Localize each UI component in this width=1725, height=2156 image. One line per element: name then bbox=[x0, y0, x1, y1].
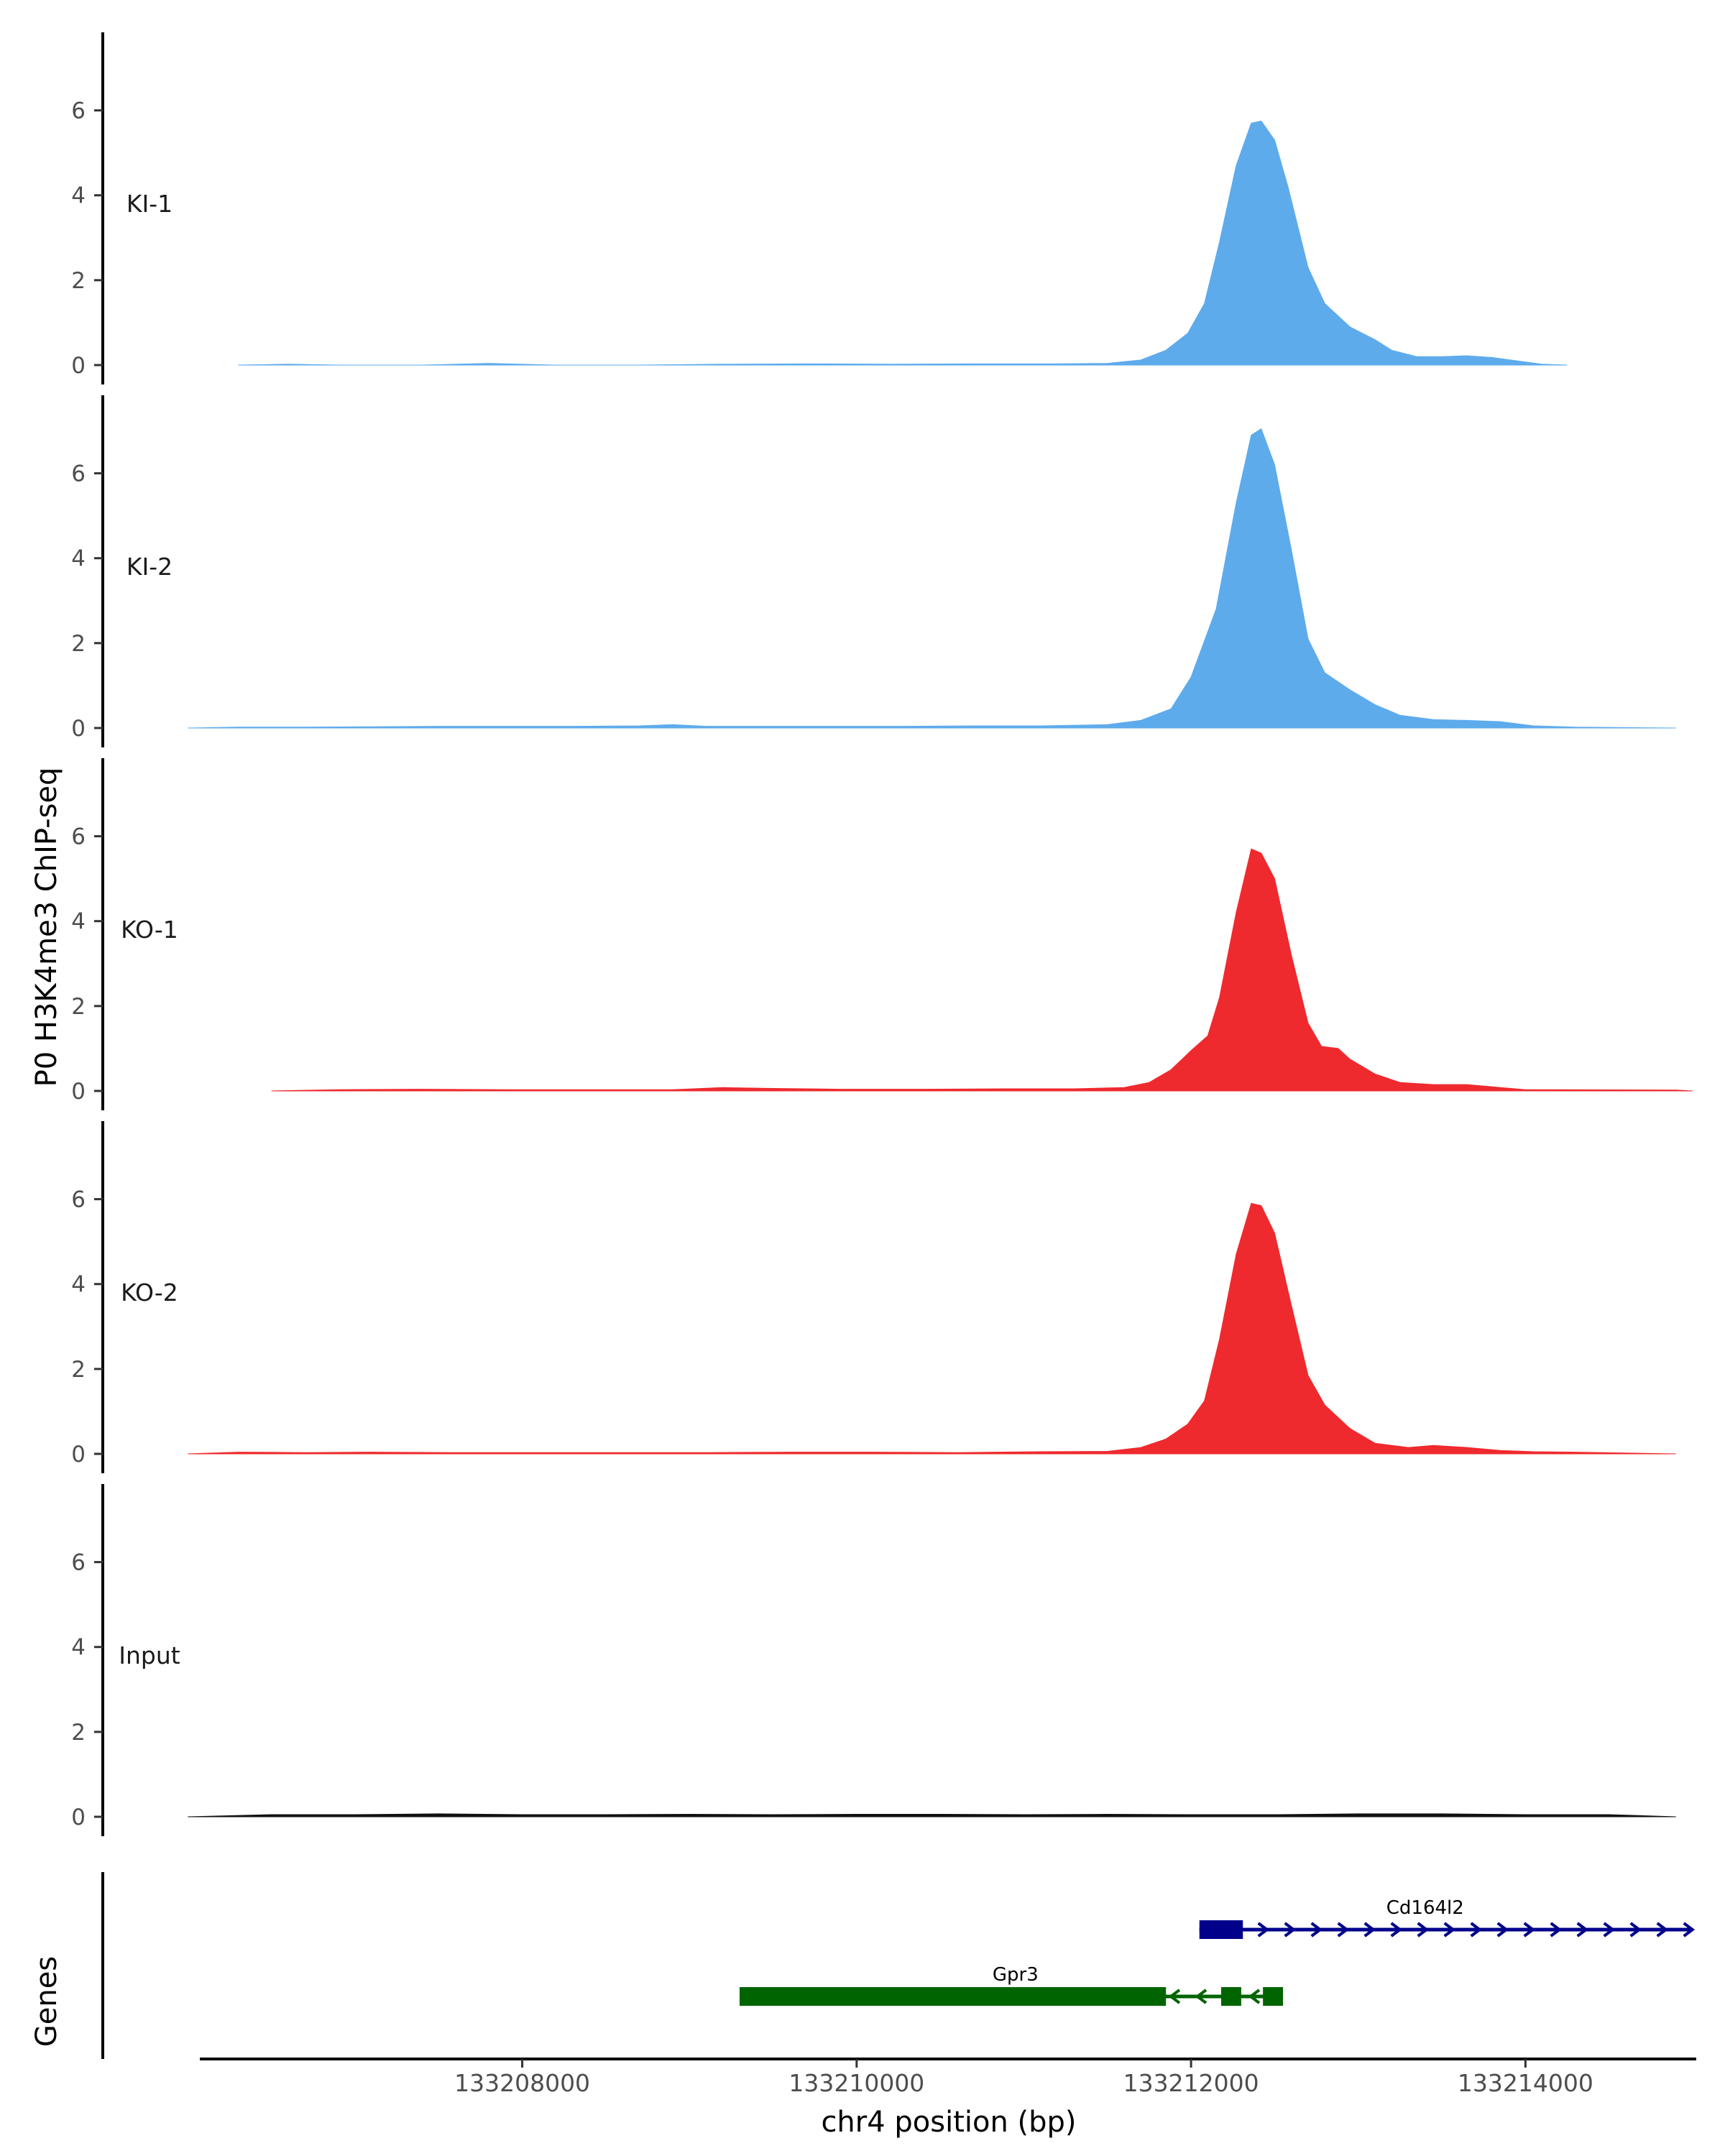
strand-arrow-icon bbox=[1576, 1922, 1589, 1938]
gene-label: Cd164l2 bbox=[1386, 1897, 1464, 1919]
x-tick-label: 133212000 bbox=[1123, 2069, 1259, 2097]
y-tick-label: 2 bbox=[71, 1357, 86, 1383]
y-tick-label: 2 bbox=[71, 268, 86, 294]
track-label: KI-1 bbox=[126, 190, 172, 218]
strand-arrow-icon bbox=[1603, 1922, 1616, 1938]
strand-arrow-icon bbox=[1629, 1922, 1642, 1938]
x-axis-title: chr4 position (bp) bbox=[821, 2106, 1076, 2139]
y-axis-title: P0 H3K4me3 ChIP-seq bbox=[30, 768, 63, 1087]
strand-arrow-icon bbox=[1284, 1922, 1297, 1938]
y-tick-label: 6 bbox=[71, 1550, 86, 1576]
signal-area-ko-1 bbox=[271, 848, 1693, 1092]
gene-track: Cd164l2 Gpr3 bbox=[101, 1872, 1696, 2059]
signal-area-input bbox=[188, 1813, 1676, 1818]
y-tick-label: 0 bbox=[71, 353, 86, 379]
strand-arrow-icon bbox=[1195, 1989, 1208, 2004]
gene-label: Gpr3 bbox=[993, 1964, 1039, 1986]
y-tick-label: 6 bbox=[71, 1187, 86, 1213]
gene-track-title: Genes bbox=[30, 1956, 63, 2047]
strand-arrow-icon bbox=[1168, 1989, 1181, 2004]
track-ko-2: 0 2 4 6 KO-2 bbox=[71, 1121, 1676, 1473]
y-tick-label: 4 bbox=[71, 1635, 86, 1661]
x-tick-label: 133210000 bbox=[788, 2069, 924, 2097]
track-ko-1: 0 2 4 6 KO-1 bbox=[71, 758, 1693, 1110]
y-tick-label: 6 bbox=[71, 824, 86, 850]
y-tick-label: 4 bbox=[71, 183, 86, 209]
y-tick-label: 0 bbox=[71, 1442, 86, 1468]
y-tick-label: 4 bbox=[71, 909, 86, 935]
gene-cd164l2: Cd164l2 bbox=[1199, 1897, 1696, 1939]
strand-arrow-icon bbox=[1523, 1922, 1536, 1938]
track-label: KI-2 bbox=[126, 553, 172, 581]
strand-arrow-icon bbox=[1337, 1922, 1350, 1938]
track-ki-1: 0 2 4 6 KI-1 bbox=[71, 32, 1568, 384]
strand-arrow-icon bbox=[1248, 1989, 1261, 2004]
strand-arrow-icon bbox=[1550, 1922, 1563, 1938]
strand-arrow-icon bbox=[1363, 1922, 1376, 1938]
signal-area-ki-2 bbox=[188, 428, 1676, 729]
gene-exon bbox=[740, 1987, 1167, 2006]
y-tick-label: 2 bbox=[71, 994, 86, 1020]
signal-area-ko-2 bbox=[188, 1202, 1676, 1455]
strand-arrow-icon bbox=[1443, 1922, 1456, 1938]
gene-exon bbox=[1263, 1987, 1284, 2006]
track-label: Input bbox=[119, 1641, 180, 1669]
y-tick-label: 0 bbox=[71, 1805, 86, 1830]
x-tick-label: 133208000 bbox=[454, 2069, 590, 2097]
x-tick-label: 133214000 bbox=[1458, 2069, 1593, 2097]
y-tick-label: 4 bbox=[71, 546, 86, 572]
strand-arrow-icon bbox=[1656, 1922, 1669, 1938]
strand-arrow-icon bbox=[1470, 1922, 1483, 1938]
y-tick-label: 6 bbox=[71, 461, 86, 487]
track-label: KO-1 bbox=[121, 916, 178, 944]
strand-arrow-icon bbox=[1417, 1922, 1430, 1938]
strand-arrow-icon bbox=[1257, 1922, 1270, 1938]
y-tick-label: 2 bbox=[71, 1720, 86, 1746]
signal-tracks: 0 2 4 6 KI-1 0 2 4 6 KI-2 0 2 4 6 KO-1 0 2 4 6 KO-2 0 2 4 6 Inpu… bbox=[71, 32, 1693, 1836]
strand-arrow-icon bbox=[1390, 1922, 1403, 1938]
y-tick-label: 4 bbox=[71, 1272, 86, 1298]
strand-arrow-icon bbox=[1310, 1922, 1323, 1938]
gene-exon bbox=[1220, 1987, 1241, 2006]
y-tick-label: 2 bbox=[71, 631, 86, 657]
gene-gpr3: Gpr3 bbox=[740, 1964, 1284, 2006]
strand-arrow-icon bbox=[1683, 1922, 1696, 1938]
signal-area-ki-1 bbox=[238, 120, 1568, 366]
track-ki-2: 0 2 4 6 KI-2 bbox=[71, 395, 1676, 747]
x-axis: 133208000 133210000 133212000 133214000 bbox=[200, 2058, 1696, 2097]
y-tick-label: 0 bbox=[71, 716, 86, 742]
track-input: 0 2 4 6 Input bbox=[71, 1484, 1676, 1836]
track-label: KO-2 bbox=[121, 1279, 178, 1307]
y-tick-label: 6 bbox=[71, 98, 86, 124]
strand-arrow-icon bbox=[1496, 1922, 1509, 1938]
y-tick-label: 0 bbox=[71, 1079, 86, 1105]
gene-exon bbox=[1199, 1920, 1243, 1939]
